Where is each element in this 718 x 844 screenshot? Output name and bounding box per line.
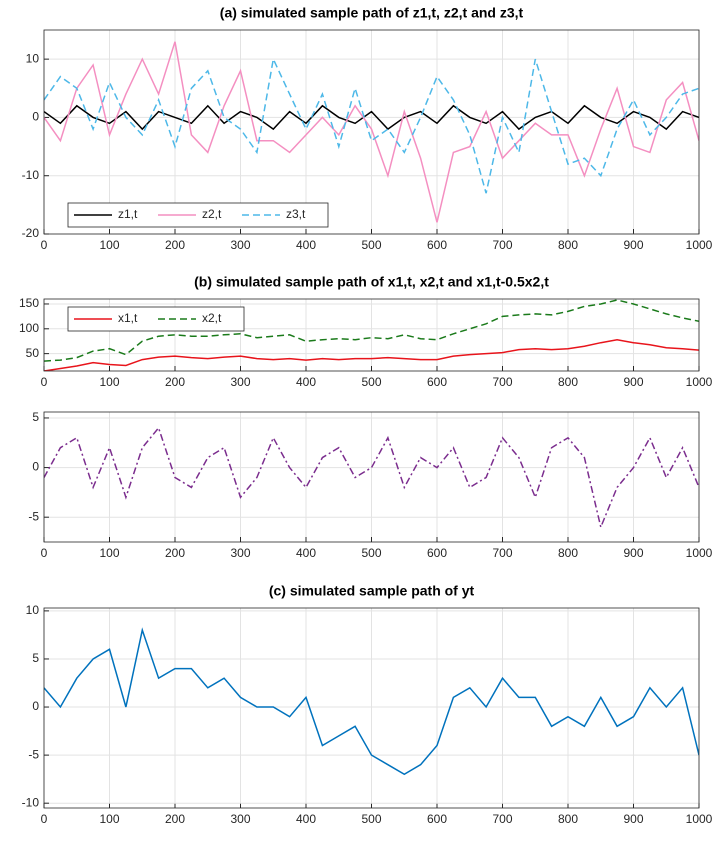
legend-label: z1,t [118,207,138,221]
x-tick-label: 100 [99,238,119,252]
y-tick-label: -10 [22,795,40,809]
x-tick-label: 600 [427,375,447,389]
axes-frame [43,29,700,235]
x-tick-label: 800 [558,812,578,826]
y-tick-label: -20 [22,226,40,240]
y-tick-label: 0 [32,460,39,474]
subplot: (b) simulated sample path of x1,t, x2,t … [19,274,713,389]
subplot: 0 100 200 300 400 500 600 700 800 900 1000 -5 0 5 [28,410,712,560]
x-tick-label: 600 [427,546,447,560]
legend-label: x2,t [202,311,222,325]
x-tick-label: 800 [558,238,578,252]
y-tick-label: -5 [28,509,39,523]
y-tick-label: 5 [32,651,39,665]
legend-label: z3,t [286,207,306,221]
x-tick-label: 100 [99,375,119,389]
x-tick-label: 900 [623,546,643,560]
x-tick-label: 500 [361,238,381,252]
x-tick-label: 0 [41,546,48,560]
legend: x1,t x2,t [67,306,245,332]
x-tick-label: 200 [165,375,185,389]
x-tick-label: 500 [361,546,381,560]
legend-label: z2,t [202,207,222,221]
x-tick-label: 700 [492,546,512,560]
series-line [44,338,699,371]
x-tick-label: 700 [492,812,512,826]
series-line [44,104,699,131]
x-tick-label: 800 [558,546,578,560]
x-tick-label: 800 [558,375,578,389]
plot-lines [44,627,699,776]
series-line [44,41,699,223]
plot-lines [44,299,699,371]
x-tick-label: 900 [623,238,643,252]
x-tick-label: 400 [296,812,316,826]
y-tick-label: 50 [26,346,40,360]
series-line [44,299,699,362]
x-tick-label: 200 [165,546,185,560]
x-tick-label: 200 [165,812,185,826]
x-tick-label: 100 [99,812,119,826]
x-tick-label: 200 [165,238,185,252]
x-tick-label: 500 [361,812,381,826]
x-tick-label: 300 [230,375,250,389]
x-tick-label: 1000 [686,375,713,389]
x-tick-label: 1000 [686,812,713,826]
subplot: (c) simulated sample path of yt0 100 200 30… [22,583,713,826]
series-line [44,627,699,776]
x-tick-label: 100 [99,546,119,560]
axes-frame [43,607,700,809]
y-tick-label: 10 [26,603,40,617]
x-tick-label: 400 [296,546,316,560]
axes-frame [43,298,700,372]
y-tick-label: 0 [32,110,39,124]
y-tick-label: -5 [28,747,39,761]
x-tick-label: 1000 [686,238,713,252]
x-tick-label: 500 [361,375,381,389]
x-tick-label: 600 [427,812,447,826]
y-tick-label: 5 [32,410,39,424]
subplot-title: (a) simulated sample path of z1,t, z2,t … [220,5,524,21]
y-tick-label: 10 [26,51,40,65]
x-tick-label: 700 [492,375,512,389]
x-tick-label: 300 [230,812,250,826]
x-tick-label: 900 [623,812,643,826]
y-tick-label: 150 [19,296,39,310]
legend-label: x1,t [118,311,138,325]
x-tick-label: 0 [41,238,48,252]
x-tick-label: 900 [623,375,643,389]
x-tick-label: 0 [41,812,48,826]
x-tick-label: 400 [296,375,316,389]
plot-lines [44,41,699,223]
axes-frame [43,411,700,543]
x-tick-label: 700 [492,238,512,252]
x-tick-label: 400 [296,238,316,252]
subplot-title: (c) simulated sample path of yt [269,583,475,599]
x-tick-label: 0 [41,375,48,389]
subplot: (a) simulated sample path of z1,t, z2,t … [22,5,713,252]
x-tick-label: 300 [230,546,250,560]
legend: z1,t z2,t z3,t [67,202,329,228]
x-tick-label: 1000 [686,546,713,560]
y-tick-label: 0 [32,699,39,713]
x-tick-label: 600 [427,238,447,252]
y-tick-label: 100 [19,321,39,335]
y-tick-label: -10 [22,168,40,182]
x-tick-label: 300 [230,238,250,252]
subplot-title: (b) simulated sample path of x1,t, x2,t … [194,274,549,290]
